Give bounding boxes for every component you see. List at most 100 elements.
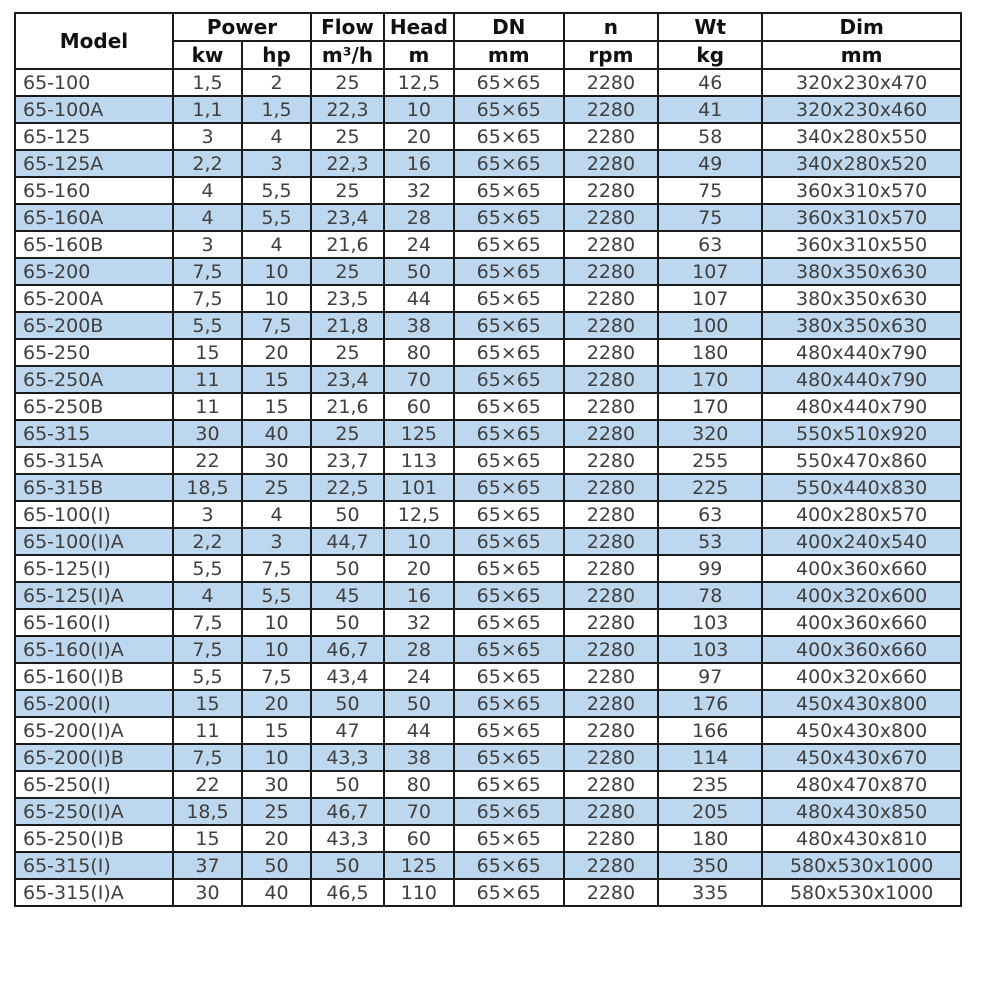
cell-model: 65-125 (14, 122, 174, 151)
cell-power-hp: 30 (241, 446, 313, 475)
cell-weight: 100 (657, 311, 764, 340)
cell-dim: 450x430x800 (761, 716, 962, 745)
table-row: 65-125 3 4 25 20 65×65 2280 58 340x280x5… (14, 122, 962, 151)
cell-dim: 400x320x600 (761, 581, 962, 610)
cell-weight: 58 (657, 122, 764, 151)
cell-head: 20 (382, 554, 455, 583)
table-row: 65-200(I) 15 20 50 50 65×65 2280 176 450… (14, 689, 962, 718)
cell-dn: 65×65 (452, 527, 565, 556)
cell-head: 38 (382, 743, 455, 772)
cell-power-kw: 11 (171, 365, 244, 394)
cell-speed: 2280 (562, 689, 660, 718)
table-row: 65-100A 1,1 1,5 22,3 10 65×65 2280 41 32… (14, 95, 962, 124)
cell-flow: 21,8 (310, 311, 385, 340)
cell-power-kw: 5,5 (171, 554, 244, 583)
cell-weight: 99 (657, 554, 764, 583)
cell-speed: 2280 (562, 122, 660, 151)
cell-dn: 65×65 (452, 176, 565, 205)
cell-dim: 400x240x540 (761, 527, 962, 556)
cell-flow: 25 (310, 419, 385, 448)
cell-dim: 360x310x570 (761, 176, 962, 205)
cell-power-kw: 15 (171, 824, 244, 853)
cell-model: 65-315(I)A (14, 878, 174, 907)
table-row: 65-315(I)A 30 40 46,5 110 65×65 2280 335… (14, 878, 962, 907)
cell-flow: 45 (310, 581, 385, 610)
cell-dim: 360x310x570 (761, 203, 962, 232)
cell-speed: 2280 (562, 311, 660, 340)
cell-power-kw: 2,2 (171, 149, 244, 178)
cell-weight: 103 (657, 635, 764, 664)
cell-dn: 65×65 (452, 284, 565, 313)
cell-head: 32 (382, 608, 455, 637)
cell-head: 32 (382, 176, 455, 205)
cell-speed: 2280 (562, 743, 660, 772)
cell-power-hp: 3 (241, 149, 313, 178)
table-row: 65-200A 7,5 10 23,5 44 65×65 2280 107 38… (14, 284, 962, 313)
cell-dim: 480x440x790 (761, 365, 962, 394)
cell-head: 113 (382, 446, 455, 475)
cell-head: 60 (382, 824, 455, 853)
cell-model: 65-200(I) (14, 689, 174, 718)
cell-flow: 25 (310, 338, 385, 367)
cell-power-hp: 10 (241, 257, 313, 286)
table-row: 65-200B 5,5 7,5 21,8 38 65×65 2280 100 3… (14, 311, 962, 340)
cell-power-kw: 4 (171, 203, 244, 232)
cell-weight: 46 (657, 68, 764, 97)
cell-weight: 49 (657, 149, 764, 178)
cell-power-hp: 3 (241, 527, 313, 556)
cell-dn: 65×65 (452, 473, 565, 502)
cell-speed: 2280 (562, 419, 660, 448)
cell-dim: 580x530x1000 (761, 878, 962, 907)
table-row: 65-160A 4 5,5 23,4 28 65×65 2280 75 360x… (14, 203, 962, 232)
cell-weight: 170 (657, 365, 764, 394)
cell-dim: 400x320x660 (761, 662, 962, 691)
cell-dim: 480x430x850 (761, 797, 962, 826)
cell-head: 10 (382, 95, 455, 124)
cell-head: 70 (382, 797, 455, 826)
header-dim: Dim (761, 12, 962, 42)
cell-dn: 65×65 (452, 419, 565, 448)
cell-speed: 2280 (562, 554, 660, 583)
cell-head: 12,5 (382, 500, 455, 529)
cell-speed: 2280 (562, 149, 660, 178)
cell-dim: 400x360x660 (761, 635, 962, 664)
cell-head: 101 (382, 473, 455, 502)
header-row-titles: Model Power Flow Head DN n Wt Dim (14, 12, 962, 70)
cell-flow: 47 (310, 716, 385, 745)
cell-flow: 46,7 (310, 797, 385, 826)
cell-model: 65-100 (14, 68, 174, 97)
table-header: Model Power Flow Head DN n Wt Dim kw hp … (14, 12, 962, 70)
cell-model: 65-160B (14, 230, 174, 259)
cell-weight: 180 (657, 338, 764, 367)
cell-flow: 43,4 (310, 662, 385, 691)
cell-flow: 22,3 (310, 95, 385, 124)
cell-dim: 550x510x920 (761, 419, 962, 448)
cell-weight: 350 (657, 851, 764, 880)
cell-head: 44 (382, 716, 455, 745)
cell-weight: 103 (657, 608, 764, 637)
cell-head: 16 (382, 149, 455, 178)
cell-power-kw: 7,5 (171, 743, 244, 772)
cell-model: 65-315B (14, 473, 174, 502)
cell-power-kw: 1,1 (171, 95, 244, 124)
cell-power-hp: 2 (241, 68, 313, 97)
cell-flow: 25 (310, 257, 385, 286)
cell-power-hp: 5,5 (241, 581, 313, 610)
cell-power-hp: 25 (241, 473, 313, 502)
cell-head: 24 (382, 230, 455, 259)
cell-power-kw: 7,5 (171, 608, 244, 637)
cell-power-kw: 2,2 (171, 527, 244, 556)
cell-weight: 107 (657, 284, 764, 313)
cell-weight: 180 (657, 824, 764, 853)
cell-power-kw: 22 (171, 770, 244, 799)
cell-power-kw: 15 (171, 338, 244, 367)
cell-weight: 114 (657, 743, 764, 772)
cell-power-hp: 15 (241, 365, 313, 394)
unit-hp: hp (241, 40, 313, 70)
cell-weight: 97 (657, 662, 764, 691)
cell-dim: 480x440x790 (761, 338, 962, 367)
cell-head: 110 (382, 878, 455, 907)
cell-power-kw: 7,5 (171, 257, 244, 286)
cell-head: 70 (382, 365, 455, 394)
cell-speed: 2280 (562, 203, 660, 232)
